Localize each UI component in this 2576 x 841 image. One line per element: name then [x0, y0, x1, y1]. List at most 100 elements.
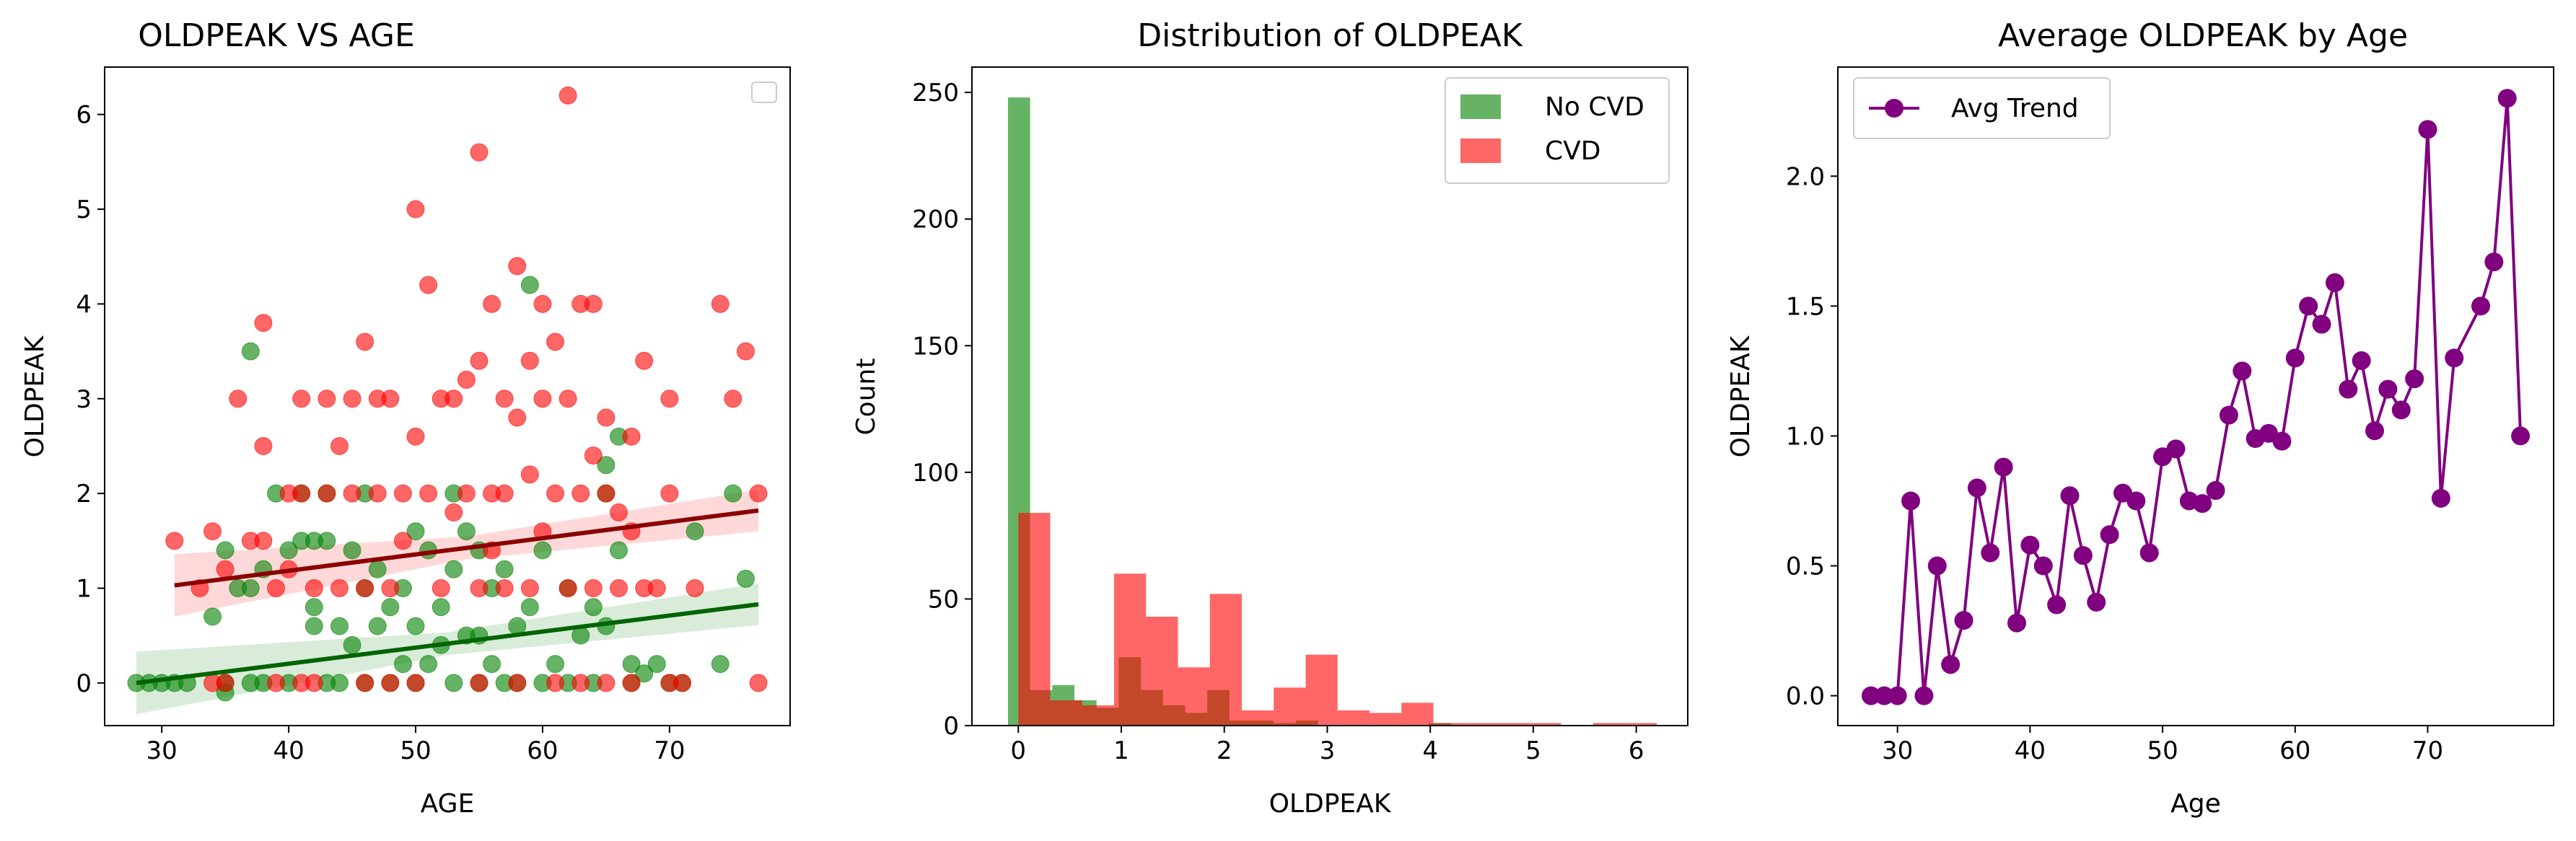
avg-trend-point	[1967, 478, 1986, 498]
panel1-marks	[127, 86, 768, 715]
legend-label-cvd: CVD	[1545, 136, 1600, 166]
histogram-bar-cvd	[1433, 723, 1466, 726]
panel1-frame	[104, 66, 791, 726]
scatter-point-no_cvd	[368, 560, 387, 578]
scatter-point-cvd	[508, 674, 527, 692]
scatter-point-cvd	[495, 484, 514, 503]
panel3-legend-box	[1853, 77, 2111, 139]
scatter-point-no_cvd	[305, 617, 323, 635]
scatter-point-cvd	[292, 389, 311, 408]
panel-line: Average OLDPEAK by Age 30 40 50 60 70 0.0 0.5 1…	[1726, 17, 2554, 819]
avg-trend-point	[1927, 556, 1947, 576]
scatter-point-no_cvd	[368, 617, 387, 635]
histogram-bar-cvd	[1113, 573, 1147, 726]
y-tick-label: 0.5	[1786, 552, 1825, 581]
avg-trend-point	[1875, 686, 1894, 705]
scatter-point-cvd	[724, 389, 742, 408]
scatter-point-cvd	[470, 674, 489, 692]
scatter-point-cvd	[673, 674, 691, 692]
avg-trend-point	[2206, 481, 2225, 501]
histogram-bar-cvd	[1497, 723, 1530, 726]
y-tick-label: 6	[76, 101, 92, 130]
scatter-point-no_cvd	[584, 598, 603, 617]
scatter-point-cvd	[216, 674, 235, 692]
scatter-point-cvd	[406, 427, 425, 446]
avg-trend-point	[2365, 421, 2384, 441]
scatter-point-no_cvd	[622, 655, 641, 674]
scatter-point-cvd	[368, 484, 387, 503]
avg-trend-point	[2007, 613, 2026, 633]
scatter-point-no_cvd	[711, 655, 730, 674]
scatter-point-cvd	[203, 522, 222, 541]
avg-trend-point	[2299, 296, 2318, 316]
y-tick-label: 150	[912, 332, 959, 361]
avg-trend-point	[2100, 525, 2119, 545]
scatter-point-no_cvd	[279, 541, 298, 560]
scatter-point-cvd	[483, 294, 501, 313]
scatter-point-cvd	[470, 143, 489, 162]
avg-trend-point	[2445, 348, 2464, 368]
panel2-ticks: 0 1 2 3 4 5 6 0 50 100 150 200 250	[912, 79, 1644, 765]
avg-trend-point	[2352, 351, 2371, 370]
scatter-point-cvd	[749, 674, 768, 692]
scatter-point-cvd	[343, 389, 362, 408]
panel2-legend: No CVD CVD	[1445, 77, 1670, 184]
legend-marker-avg-trend	[1885, 99, 1903, 118]
y-tick-label: 50	[928, 585, 959, 614]
scatter-point-no_cvd	[597, 456, 615, 475]
avg-trend-point	[2047, 595, 2067, 615]
y-tick-label: 250	[912, 79, 959, 107]
scatter-point-no_cvd	[610, 541, 628, 560]
scatter-point-no_cvd	[406, 617, 425, 635]
histogram-bar-cvd	[1369, 713, 1402, 726]
scatter-point-cvd	[597, 674, 615, 692]
scatter-point-cvd	[597, 408, 615, 427]
scatter-point-cvd	[457, 484, 476, 503]
y-tick-label: 0	[76, 669, 92, 698]
y-tick-label: 1.5	[1786, 292, 1825, 321]
y-tick-label: 2	[76, 480, 92, 508]
scatter-point-cvd	[317, 484, 336, 503]
avg-trend-point	[2139, 543, 2159, 563]
histogram-bar-cvd	[1146, 617, 1178, 726]
histogram-bar-cvd	[1305, 654, 1338, 726]
scatter-point-no_cvd	[457, 522, 476, 541]
scatter-point-cvd	[254, 314, 273, 333]
avg-trend-point	[2285, 348, 2305, 368]
avg-trend-point	[1954, 611, 1973, 630]
avg-trend-point	[2405, 369, 2424, 389]
histogram-bar-cvd	[1274, 687, 1306, 726]
scatter-point-cvd	[610, 579, 628, 598]
scatter-point-no_cvd	[546, 655, 565, 674]
histogram-bar-cvd	[1018, 513, 1051, 726]
avg-trend-point	[1941, 655, 1961, 674]
scatter-point-cvd	[393, 532, 412, 550]
scatter-point-cvd	[546, 333, 565, 351]
scatter-point-cvd	[431, 579, 450, 598]
panel2-frame	[971, 66, 1688, 726]
scatter-point-cvd	[622, 674, 641, 692]
scatter-point-cvd	[292, 484, 311, 503]
panel-histogram: Distribution of OLDPEAK 0 1 2 3 4 5 6 0 50 100 150…	[851, 17, 1688, 819]
panel1-ylabel: OLDPEAK	[20, 335, 50, 457]
scatter-point-cvd	[546, 674, 565, 692]
histogram-bar-cvd	[1401, 703, 1434, 726]
scatter-point-cvd	[381, 674, 400, 692]
panel1-title: OLDPEAK VS AGE	[138, 17, 415, 54]
scatter-point-no_cvd	[444, 674, 463, 692]
scatter-point-cvd	[444, 503, 463, 521]
avg-trend-point	[1994, 457, 2013, 477]
panel3-ticks: 30 40 50 60 70 0.0 0.5 1.0 1.5 2.0	[1786, 162, 2443, 765]
y-tick-label: 0	[943, 712, 959, 741]
x-tick-label: 50	[400, 736, 431, 765]
scatter-point-cvd	[495, 389, 514, 408]
x-tick-label: 6	[1629, 736, 1644, 765]
scatter-point-cvd	[229, 389, 247, 408]
avg-trend-point	[2325, 273, 2344, 292]
scatter-point-cvd	[254, 436, 273, 455]
x-tick-label: 4	[1422, 736, 1438, 765]
scatter-point-cvd	[457, 371, 476, 389]
panel1-empty-legend	[751, 82, 777, 103]
y-tick-label: 2.0	[1786, 162, 1825, 191]
y-tick-label: 200	[912, 206, 959, 234]
